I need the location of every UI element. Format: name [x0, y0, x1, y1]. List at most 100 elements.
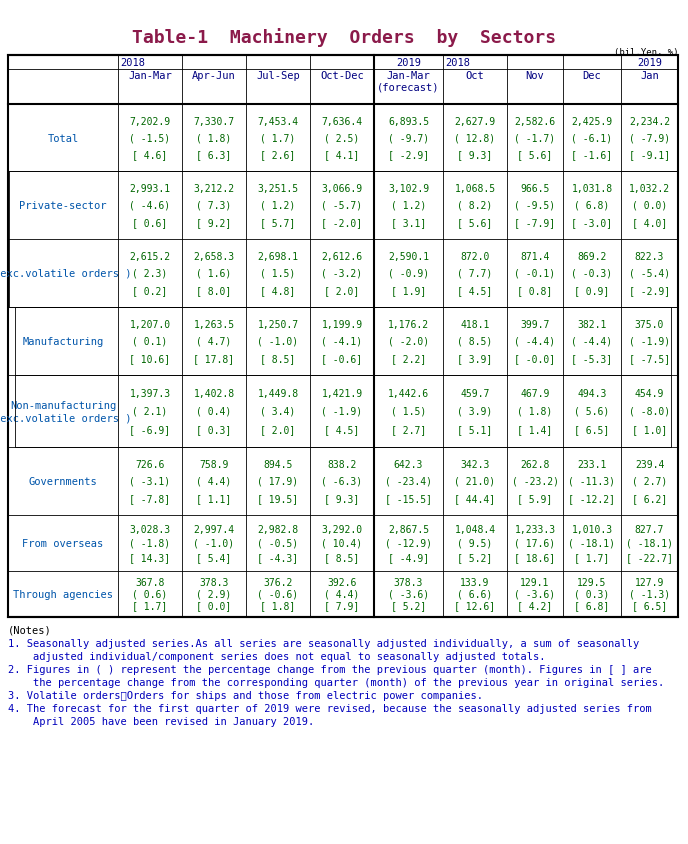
Text: [ 5.9]: [ 5.9] [517, 494, 552, 503]
Text: ( -23.4): ( -23.4) [385, 476, 432, 486]
Text: [ 1.1]: [ 1.1] [196, 494, 232, 503]
Text: 1,442.6: 1,442.6 [388, 388, 429, 398]
Text: [ 5.6]: [ 5.6] [458, 218, 493, 228]
Text: 758.9: 758.9 [200, 459, 228, 469]
Text: [ -0.6]: [ -0.6] [321, 354, 363, 364]
Text: ( -11.3): ( -11.3) [568, 476, 616, 486]
Text: [ 6.5]: [ 6.5] [632, 601, 667, 611]
Text: 871.4: 871.4 [520, 252, 550, 262]
Text: [ -6.9]: [ -6.9] [129, 425, 171, 435]
Text: [ 2.2]: [ 2.2] [391, 354, 426, 364]
Text: 1,031.8: 1,031.8 [572, 184, 612, 194]
Text: 2019: 2019 [637, 58, 662, 68]
Text: [ 18.6]: [ 18.6] [515, 552, 556, 562]
Text: ( 7.3): ( 7.3) [196, 201, 232, 211]
Text: ( -18.1): ( -18.1) [568, 538, 616, 549]
Text: ( 2.1): ( 2.1) [132, 407, 168, 416]
Text: ( 8.5): ( 8.5) [458, 337, 493, 347]
Text: Oct: Oct [466, 71, 484, 81]
Text: 726.6: 726.6 [136, 459, 164, 469]
Text: [ 6.3]: [ 6.3] [196, 150, 232, 160]
Text: Non-manufacturing
(exc.volatile orders ): Non-manufacturing (exc.volatile orders ) [0, 400, 131, 423]
Text: [ 2.7]: [ 2.7] [391, 425, 426, 435]
Text: ( 4.7): ( 4.7) [196, 337, 232, 347]
Text: Governments: Governments [29, 476, 98, 486]
Text: [ 5.6]: [ 5.6] [517, 150, 552, 160]
Text: [ 5.4]: [ 5.4] [196, 552, 232, 562]
Text: [ 8.0]: [ 8.0] [196, 285, 232, 295]
Text: ( -1.3): ( -1.3) [629, 589, 670, 599]
Text: 392.6: 392.6 [327, 578, 356, 587]
Text: 1,263.5: 1,263.5 [193, 320, 235, 330]
Text: 1,048.4: 1,048.4 [455, 524, 495, 534]
Text: 869.2: 869.2 [577, 252, 607, 262]
Text: 239.4: 239.4 [635, 459, 664, 469]
Text: ( 17.6): ( 17.6) [515, 538, 556, 549]
Text: 2,612.6: 2,612.6 [321, 252, 363, 262]
Text: ( -18.1): ( -18.1) [626, 538, 673, 549]
Text: Dec: Dec [583, 71, 601, 81]
Text: ( -1.7): ( -1.7) [515, 133, 556, 143]
Text: ( -9.7): ( -9.7) [388, 133, 429, 143]
Text: adjusted individual/component series does not equal to seasonally adjusted total: adjusted individual/component series doe… [8, 652, 546, 661]
Text: 1,207.0: 1,207.0 [129, 320, 171, 330]
Text: ( -6.1): ( -6.1) [572, 133, 612, 143]
Text: [ 2.0]: [ 2.0] [324, 285, 360, 295]
Text: ( 10.4): ( 10.4) [321, 538, 363, 549]
Text: [ 4.2]: [ 4.2] [517, 601, 552, 611]
Text: [ 2.0]: [ 2.0] [260, 425, 296, 435]
Text: 3. Volatile orders：Orders for ships and those from electric power companies.: 3. Volatile orders：Orders for ships and … [8, 690, 483, 701]
Text: ( -0.9): ( -0.9) [388, 268, 429, 279]
Text: ( 2.5): ( 2.5) [324, 133, 360, 143]
Text: 2,993.1: 2,993.1 [129, 184, 171, 194]
Text: 2,627.9: 2,627.9 [455, 116, 495, 127]
Text: ( 0.1): ( 0.1) [132, 337, 168, 347]
Text: 2,982.8: 2,982.8 [257, 524, 299, 534]
Text: [ 10.6]: [ 10.6] [129, 354, 171, 364]
Text: [ 17.8]: [ 17.8] [193, 354, 235, 364]
Text: 2,590.1: 2,590.1 [388, 252, 429, 262]
Text: Table-1  Machinery  Orders  by  Sectors: Table-1 Machinery Orders by Sectors [132, 28, 556, 47]
Text: ( 1.8): ( 1.8) [196, 133, 232, 143]
Text: [ -3.0]: [ -3.0] [572, 218, 612, 228]
Text: [ -2.9]: [ -2.9] [388, 150, 429, 160]
Text: ( -0.1): ( -0.1) [515, 268, 556, 279]
Text: ( -3.6): ( -3.6) [515, 589, 556, 599]
Text: Jan: Jan [640, 71, 659, 81]
Text: [ -7.9]: [ -7.9] [515, 218, 556, 228]
Text: From overseas: From overseas [23, 538, 104, 549]
Text: 827.7: 827.7 [635, 524, 664, 534]
Text: 342.3: 342.3 [460, 459, 490, 469]
Text: [ 4.5]: [ 4.5] [324, 425, 360, 435]
Text: [ -5.3]: [ -5.3] [572, 354, 612, 364]
Text: ( -0.5): ( -0.5) [257, 538, 299, 549]
Text: [ 9.2]: [ 9.2] [196, 218, 232, 228]
Text: ( -6.3): ( -6.3) [321, 476, 363, 486]
Text: [ 8.5]: [ 8.5] [324, 552, 360, 562]
Text: ( 17.9): ( 17.9) [257, 476, 299, 486]
Text: 3,028.3: 3,028.3 [129, 524, 171, 534]
Text: 454.9: 454.9 [635, 388, 664, 398]
Text: [ 1.7]: [ 1.7] [574, 552, 610, 562]
Text: ( 1.7): ( 1.7) [260, 133, 296, 143]
Text: Apr-Jun: Apr-Jun [192, 71, 236, 81]
Text: ( -7.9): ( -7.9) [629, 133, 670, 143]
Text: ( -1.5): ( -1.5) [129, 133, 171, 143]
Text: 3,102.9: 3,102.9 [388, 184, 429, 194]
Text: 1,402.8: 1,402.8 [193, 388, 235, 398]
Text: ( 8.2): ( 8.2) [458, 201, 493, 211]
Text: 375.0: 375.0 [635, 320, 664, 330]
Text: 1,250.7: 1,250.7 [257, 320, 299, 330]
Text: 642.3: 642.3 [394, 459, 423, 469]
Text: [ 1.7]: [ 1.7] [132, 601, 168, 611]
Text: ( -3.2): ( -3.2) [321, 268, 363, 279]
Text: 459.7: 459.7 [460, 388, 490, 398]
Text: [ 5.7]: [ 5.7] [260, 218, 296, 228]
Text: 2,658.3: 2,658.3 [193, 252, 235, 262]
Text: 127.9: 127.9 [635, 578, 664, 587]
Text: ( -2.0): ( -2.0) [388, 337, 429, 347]
Text: ( 2.7): ( 2.7) [632, 476, 667, 486]
Text: [ 0.9]: [ 0.9] [574, 285, 610, 295]
Text: [ 6.8]: [ 6.8] [574, 601, 610, 611]
Text: 838.2: 838.2 [327, 459, 356, 469]
